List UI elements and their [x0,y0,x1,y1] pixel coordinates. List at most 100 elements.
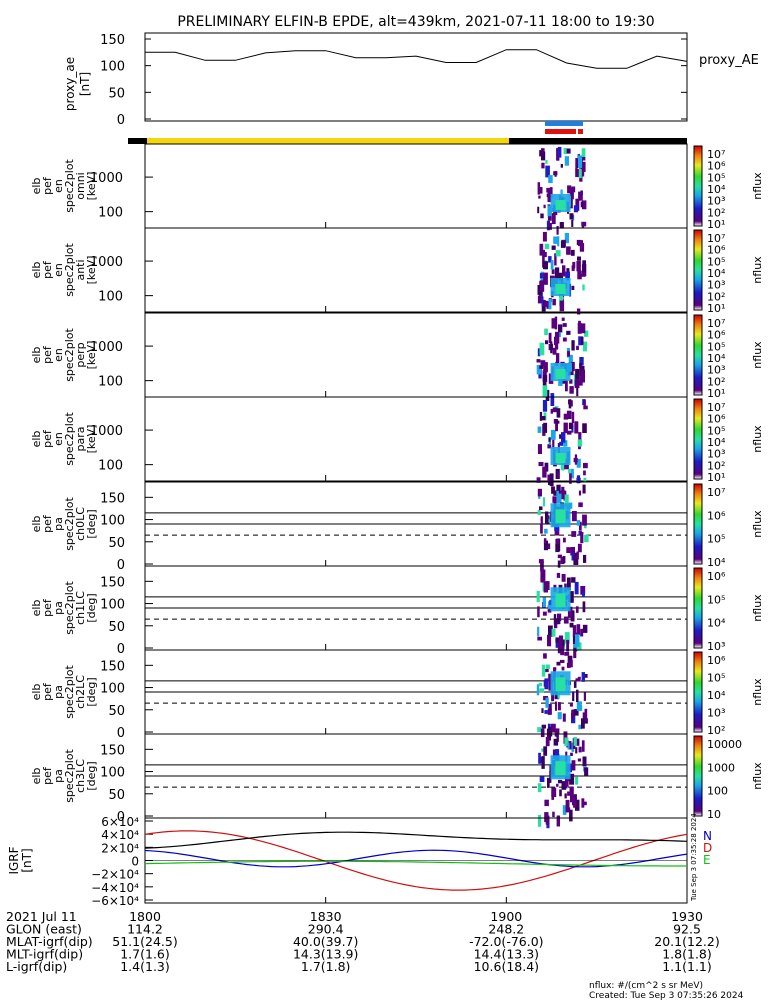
colorbar-label: nflux [751,341,764,369]
spectrogram-pixel [581,369,585,383]
panel-ylabel-line: [deg] [85,761,98,790]
spectrogram-pixel [560,490,566,500]
spectrogram-pixel [543,204,546,209]
spectrogram-pixel [541,664,546,677]
spectrogram-pixel [540,571,545,583]
igrf-plot-stamp: Tue Sep 3 07:35:28 2024 [690,813,698,902]
spectrogram-pixel [567,660,573,668]
spectrogram-pixel [545,165,550,178]
colorbar [693,314,703,396]
panel-ylabel-line: elb [30,347,43,364]
spectrogram-pixel [564,233,569,244]
spectrogram-core-peak [555,200,566,210]
spectrogram-pixel [573,737,577,746]
panel-frame [144,143,688,229]
colorbar-tick-label: 10⁴ [707,183,726,196]
colorbar-tick-label: 10⁷ [707,486,725,499]
spectrogram-pixel [547,205,552,217]
spectrogram-pixel [576,520,581,526]
spectrogram-pixel [551,213,556,225]
footer-cell: 14.4(13.3) [474,947,539,962]
spectrogram-pixel [542,249,545,254]
panel-ylabel-line: pef [41,766,54,785]
spectrogram-pixel [581,718,585,729]
spectrogram-pixel [583,477,587,482]
spectrogram-pixel [568,399,572,409]
spectrogram-pixel [551,690,554,702]
spectrogram-pixel [571,411,575,423]
spectrogram-pixel [584,708,588,722]
spectrogram-pixel [564,632,570,644]
spectrogram-pixel [544,812,549,823]
spectrogram-pixel [548,332,552,344]
spectrogram-pixel [553,490,559,496]
colorbar-tick-label: 10¹ [707,471,725,484]
igrf-ytick-label: 4×10⁴ [101,828,139,842]
spectrogram-pixel [564,793,567,799]
spectrogram-pixel [560,164,563,168]
panel-ylabel-line: elb [30,768,43,785]
spectrogram-pixel [568,354,573,366]
spectrogram-pixel [545,160,548,164]
spectrogram-pixel [578,490,582,496]
panel-ylabel-line: [keV] [85,425,98,454]
spectrogram-panels: 1001000elbpefenspec2plotomni[keV]10⁷10⁶1… [30,143,764,903]
spectrogram-pixel [570,610,575,622]
spectrogram-pixel [551,429,556,440]
igrf-ytick-label: −4×10⁴ [91,881,139,895]
spectrogram-pixel [578,724,583,730]
spectrogram-pixel [547,723,551,729]
spectrogram-pixel [542,466,547,478]
colorbar-tick-label: 10⁴ [707,352,726,365]
spectrogram-core-peak [555,509,566,524]
spectrogram-pixel [548,727,553,737]
spectrogram-pixel [571,531,577,537]
footer-cell: 248.2 [488,922,524,937]
colorbar [693,229,703,311]
ae-ytick-label: 100 [100,60,125,75]
spectrogram-pixel [582,756,587,767]
ytick-label: 150 [100,575,125,590]
spectrogram-pixel [546,187,552,193]
spectrogram-pixel [560,259,564,264]
spectrogram-pixel [579,363,582,369]
spectrogram-pixel [540,360,546,367]
igrf-legend-D: D [703,841,712,855]
spectrogram-pixel [570,752,573,756]
spectrogram-pixel [575,606,579,613]
spectrogram-pixel [543,538,547,544]
spectrogram-pixel [571,220,574,227]
spectrogram-pixel [551,269,555,275]
spectrogram-pixel [562,323,567,327]
spectrogram-pixel [565,799,570,813]
spectrogram-pixel [572,691,575,702]
panel-ylabel-line: spec2plot [63,412,76,466]
colorbar-tick-label: 10⁷ [707,148,725,161]
spectrogram-pixel [551,486,555,494]
spectrogram-panel-1: 1001000elbpefenspec2plotomni[keV]10⁷10⁶1… [30,143,764,235]
colorbar-tick-label: 10⁴ [707,617,726,630]
colorbar-label: nflux [751,172,764,200]
ytick-label: 100 [100,514,125,529]
spectrogram-pixel [572,798,577,806]
spectrogram-pixel [544,669,549,673]
colorbar [693,567,703,649]
spectrogram-pixel [567,351,570,357]
panel-ylabel-line: pa [52,685,65,699]
spectrogram-pixel [550,260,554,270]
spectrogram-pixel [547,444,552,449]
spectrogram-pixel [551,318,557,329]
ae-ytick-label: 0 [117,113,125,128]
panel-ylabel-line: pef [41,514,54,533]
panel-ylabel-line: [keV] [85,172,98,201]
spectrogram-pixel [566,639,570,652]
spectrogram-pixel [572,511,577,522]
spectrogram-pixel [557,146,562,158]
spectrogram-pixel [541,756,545,769]
spectrogram-core-peak [555,369,566,379]
red-marker-bar-1 [545,129,576,134]
spectrogram-pixel [564,737,569,746]
spectrogram-pixel [562,265,566,277]
